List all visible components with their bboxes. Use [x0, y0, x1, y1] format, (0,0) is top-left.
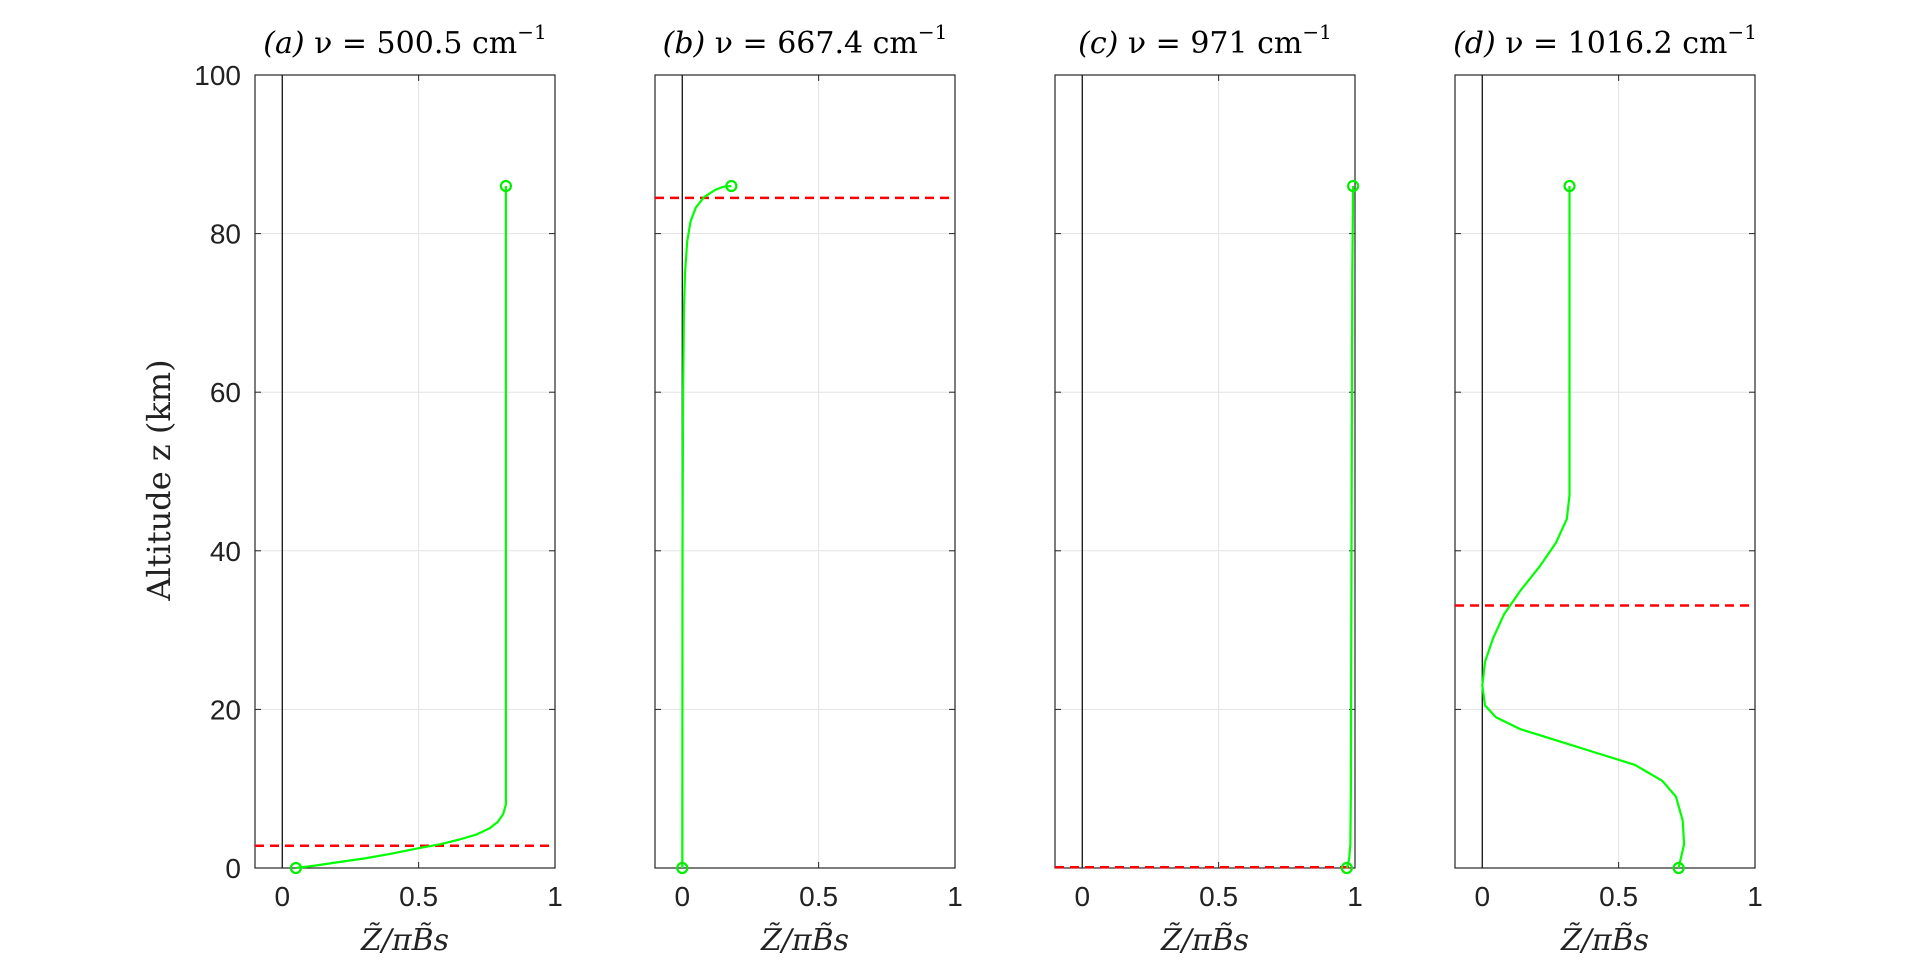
panel-frequency-exponent: −1 — [1302, 20, 1331, 44]
panel-a: 0 20 40 60 80 100 0 0.5 1 Z̃/πB̃s (a) ν = 500.5 cm… — [194, 20, 563, 958]
plot-area — [1055, 75, 1355, 868]
panel-frequency: ν = 1016.2 cm — [1505, 26, 1727, 61]
x-tick-label: 0 — [1474, 881, 1490, 912]
x-tick-label: 0 — [674, 881, 690, 912]
endpoint-marker — [289, 861, 303, 875]
panel-label: (a) — [263, 26, 314, 61]
x-tick-label: 1 — [547, 881, 563, 912]
panel-b: 0 0.5 1 Z̃/πB̃s (b) ν = 667.4 cm−1 — [654, 20, 963, 958]
y-tick-label: 40 — [210, 536, 241, 567]
x-axis-label: Z̃/πB̃s — [760, 923, 849, 958]
y-tick-label: 20 — [210, 694, 241, 725]
y-tick-label: 80 — [210, 219, 241, 250]
x-tick-label: 0.5 — [399, 881, 438, 912]
endpoint-marker — [676, 861, 689, 875]
panel-label: (b) — [663, 26, 715, 61]
panel-d: 0 0.5 1 Z̃/πB̃s (d) ν = 1016.2 cm−1 — [1453, 20, 1763, 958]
panel-title: (b) ν = 667.4 cm−1 — [663, 20, 948, 61]
panel-frequency-exponent: −1 — [1727, 20, 1756, 44]
plot-area — [655, 75, 955, 868]
panel-title: (c) ν = 971 cm−1 — [1078, 20, 1332, 61]
axes-box — [654, 74, 956, 869]
panel-frequency: ν = 971 cm — [1128, 26, 1303, 61]
x-tick-label: 0.5 — [1599, 881, 1638, 912]
x-tick-label: 0.5 — [799, 881, 838, 912]
panel-title: (a) ν = 500.5 cm−1 — [263, 20, 546, 61]
y-tick-label: 0 — [225, 853, 241, 884]
y-tick-label: 60 — [210, 377, 241, 408]
panel-c: 0 0.5 1 Z̃/πB̃s (c) ν = 971 cm−1 — [1054, 20, 1363, 958]
y-axis-label: Altitude z (km) — [140, 359, 178, 601]
profile-curve — [295, 186, 507, 870]
endpoint-marker — [725, 179, 738, 193]
x-axis-label: Z̃/πB̃s — [360, 923, 449, 958]
panel-label: (d) — [1453, 26, 1505, 61]
profile-curve — [681, 184, 732, 869]
panel-frequency-exponent: −1 — [517, 20, 546, 44]
profile-curve — [1481, 186, 1686, 869]
x-axis-label: Z̃/πB̃s — [1560, 923, 1649, 958]
x-axis-label: Z̃/πB̃s — [1160, 923, 1249, 958]
endpoint-marker — [1563, 179, 1576, 193]
panel-frequency: ν = 667.4 cm — [715, 26, 918, 61]
endpoint-marker — [1672, 861, 1685, 875]
endpoint-marker — [1340, 861, 1353, 875]
x-tick-label: 1 — [1747, 881, 1763, 912]
x-tick-label: 1 — [947, 881, 963, 912]
panel-label: (c) — [1078, 26, 1128, 61]
x-tick-label: 0 — [274, 881, 290, 912]
endpoint-marker — [1346, 179, 1360, 193]
plot-area — [1455, 75, 1755, 868]
x-tick-label: 0 — [1074, 881, 1090, 912]
y-tick-label: 100 — [194, 60, 241, 91]
axes-box — [1454, 74, 1756, 869]
panel-title: (d) ν = 1016.2 cm−1 — [1453, 20, 1757, 61]
endpoint-marker — [499, 179, 513, 193]
x-tick-label: 1 — [1347, 881, 1363, 912]
x-tick-label: 0.5 — [1199, 881, 1238, 912]
panel-frequency: ν = 500.5 cm — [314, 26, 517, 61]
plot-area — [255, 75, 555, 868]
axes-box — [254, 74, 556, 869]
profile-curve — [1345, 185, 1355, 869]
panel-frequency-exponent: −1 — [918, 20, 947, 44]
